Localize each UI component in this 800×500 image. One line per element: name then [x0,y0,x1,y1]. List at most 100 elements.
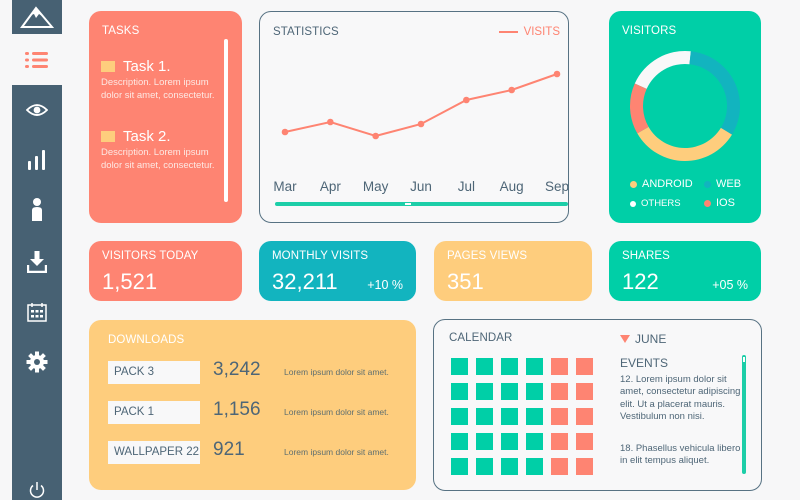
bar-chart-icon [28,150,45,170]
shares-card: SHARES 122 +05 % [609,241,761,301]
calendar-day[interactable] [576,383,593,400]
calendar-day[interactable] [576,358,593,375]
calendar-day[interactable] [526,408,543,425]
calendar-day[interactable] [551,433,568,450]
calendar-day[interactable] [451,408,468,425]
calendar-grid [451,358,593,475]
calendar-day[interactable] [451,358,468,375]
sidebar [12,0,62,500]
mountain-logo-icon [20,6,54,28]
task-title: Task 2. [123,128,171,145]
sidebar-item-user[interactable] [12,192,62,228]
event-item[interactable]: 18. Phasellus vehicula libero in elit te… [620,443,741,467]
sidebar-item-logout[interactable] [12,472,62,500]
tasks-scrollbar[interactable] [224,39,228,202]
chart-scrollbar[interactable] [275,202,568,206]
gear-icon [26,351,48,373]
visitors-card: VISITORS ANDROID WEB OTHERS IOS [609,11,761,223]
visitors-today-card: VISITORS TODAY 1,521 [89,241,242,301]
calendar-day[interactable] [451,433,468,450]
calendar-day[interactable] [451,458,468,475]
sidebar-logo[interactable] [12,0,62,34]
data-point [553,70,561,78]
sidebar-item-calendar[interactable] [12,294,62,330]
sidebar-item-statistics[interactable] [12,142,62,178]
legend-label-others: OTHERS [641,198,681,209]
donut-slice-others [634,51,691,89]
kpi-title: VISITORS TODAY [102,250,199,262]
sidebar-item-settings[interactable] [12,344,62,380]
line-chart [281,70,561,140]
month-selector[interactable]: JUNE [620,332,666,346]
legend-label-web: WEB [716,178,742,190]
calendar-day[interactable] [526,383,543,400]
download-icon [27,251,47,273]
calendar-day[interactable] [476,383,493,400]
calendar-day[interactable] [501,458,518,475]
task-description: Description. Lorem ipsum dolor sit amet,… [101,147,215,171]
x-tick-label: Sep [544,179,569,194]
download-name: WALLPAPER 22 [108,441,200,464]
calendar-day[interactable] [576,408,593,425]
events-scrollbar[interactable] [742,355,746,474]
calendar-day[interactable] [576,433,593,450]
calendar-day[interactable] [476,433,493,450]
calendar-day[interactable] [526,458,543,475]
donut-slice-android [637,126,732,161]
calendar-day[interactable] [501,408,518,425]
calendar-day[interactable] [476,358,493,375]
kpi-title: MONTHLY VISITS [272,250,369,262]
tasks-card: TASKS Task 1. Description. Lorem ipsum d… [89,11,242,223]
calendar-day[interactable] [451,383,468,400]
legend-dot-android [630,180,637,188]
kpi-delta: +05 % [712,278,748,292]
download-description: Lorem ipsum dolor sit amet. [284,447,389,457]
calendar-day[interactable] [551,383,568,400]
chart-legend: VISITS [498,26,560,38]
monthly-visits-card: MONTHLY VISITS 32,211 +10 % [259,241,416,301]
calendar-day[interactable] [526,358,543,375]
calendar-day[interactable] [501,383,518,400]
download-row[interactable]: PACK 1 1,156 Lorem ipsum dolor sit amet. [108,399,408,425]
calendar-day[interactable] [526,433,543,450]
calendar-day[interactable] [551,358,568,375]
donut-chart [630,51,740,161]
task-description: Description. Lorem ipsum dolor sit amet,… [101,77,215,101]
legend-item-others: OTHERS [630,198,681,209]
calendar-day[interactable] [576,458,593,475]
calendar-day[interactable] [501,433,518,450]
visitors-title: VISITORS [622,25,677,37]
calendar-day[interactable] [501,358,518,375]
task-checkbox[interactable] [101,61,115,72]
legend-dot-web [704,180,711,188]
event-item[interactable]: 12. Lorem ipsum dolor sit amet, consecte… [620,374,741,422]
sidebar-item-views[interactable] [12,92,62,128]
calendar-day[interactable] [476,408,493,425]
donut-slice-web [689,51,740,135]
legend-item-android: ANDROID [630,178,693,190]
x-tick-label: May [362,179,389,194]
task-item[interactable]: Task 2. Description. Lorem ipsum dolor s… [101,128,221,172]
task-item[interactable]: Task 1. Description. Lorem ipsum dolor s… [101,58,221,102]
events-scrollbar-thumb[interactable] [743,357,745,362]
download-row[interactable]: WALLPAPER 22 921 Lorem ipsum dolor sit a… [108,439,408,465]
data-point [463,96,470,104]
download-name: PACK 1 [108,401,200,424]
data-point [372,132,379,140]
kpi-value: 1,521 [102,269,158,294]
task-checkbox[interactable] [101,131,115,142]
download-row[interactable]: PACK 3 3,242 Lorem ipsum dolor sit amet. [108,359,408,385]
x-tick-label: Aug [499,179,524,194]
legend-item-ios: IOS [704,197,735,209]
calendar-day[interactable] [551,458,568,475]
calendar-day[interactable] [551,408,568,425]
chart-scrollbar-thumb[interactable] [405,203,411,205]
sidebar-item-tasks[interactable] [12,34,62,85]
calendar-day[interactable] [476,458,493,475]
calendar-card: CALENDAR JUNE EVENTS 12. Lorem ipsum dol… [433,319,762,491]
kpi-value: 351 [447,269,484,294]
sidebar-item-downloads[interactable] [12,244,62,280]
download-description: Lorem ipsum dolor sit amet. [284,407,389,417]
kpi-title: PAGES VIEWS [447,250,528,262]
